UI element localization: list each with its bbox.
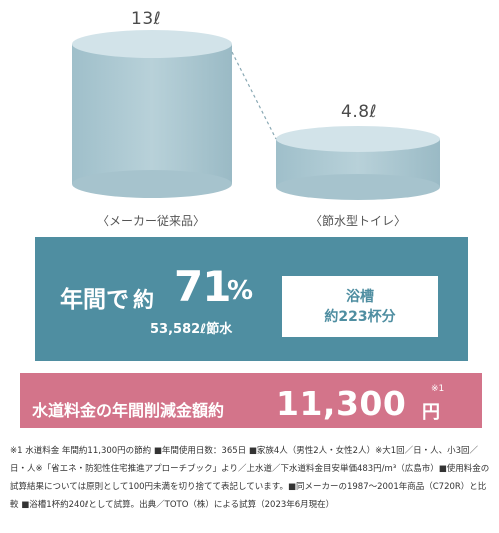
annual-prefix: 年間で約	[60, 280, 154, 314]
bathtub-box: 浴槽 約223杯分	[282, 276, 438, 337]
annual-prefix-text: 年間で	[60, 287, 129, 313]
cylinder-comparison-graphic	[72, 30, 440, 200]
conventional-label: 〈メーカー従来品〉	[97, 214, 206, 228]
savings-unit: 円	[422, 402, 440, 423]
savings-amount: 11,300	[276, 384, 407, 423]
dashed-connector	[231, 51, 277, 140]
approx-text: 約	[133, 288, 154, 312]
water-saving-volume: 4.8ℓ	[341, 102, 378, 122]
water-saving-cylinder	[276, 126, 440, 200]
conventional-volume: 13ℓ	[131, 9, 162, 29]
savings-label: 水道料金の年間削減金額約	[32, 401, 225, 420]
savings-bar	[20, 373, 482, 428]
bathtub-line2: 約223杯分	[324, 308, 396, 325]
savings-note-mark: ※1	[431, 384, 445, 394]
conventional-cylinder	[72, 30, 232, 198]
water-saving-label: 〈節水型トイレ〉	[310, 214, 407, 228]
percent-value: 71	[174, 262, 231, 311]
bathtub-line1: 浴槽	[346, 288, 374, 305]
footnote: ※1 水道料金 年間約11,300円の節約 ■年間使用日数：365日 ■家族4人…	[10, 446, 490, 510]
percent-unit: %	[227, 276, 254, 306]
liters-saved: 53,582ℓ節水	[150, 322, 233, 337]
